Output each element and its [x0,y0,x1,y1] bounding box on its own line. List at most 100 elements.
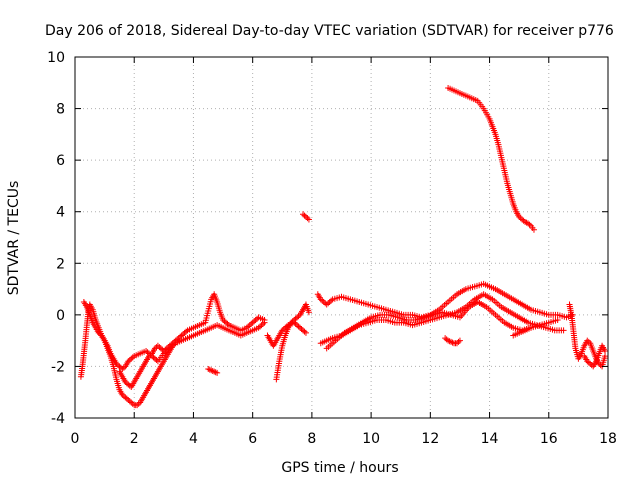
data-point [554,317,561,324]
data-point [151,345,158,352]
data-point [163,345,170,352]
data-point [146,353,153,360]
data-point [328,297,335,304]
data-point [120,364,127,371]
data-point [119,366,126,373]
data-point [171,338,178,345]
data-point [166,342,173,349]
data-point [205,366,212,373]
x-tick-label: 18 [599,431,617,447]
data-point [125,381,132,388]
data-point [516,213,523,220]
series-track-k [442,335,463,347]
data-point [123,395,130,402]
y-tick-label: 8 [56,102,65,118]
data-point [160,347,167,354]
y-tick-label: 2 [56,256,65,272]
data-point [302,213,309,220]
x-tick-label: 0 [71,431,80,447]
x-tick-label: 16 [540,431,558,447]
data-point [453,340,460,347]
data-point [528,324,535,331]
data-point [304,215,311,222]
data-point [325,300,332,307]
data-point [585,359,592,366]
data-point [175,335,182,342]
data-point [169,340,176,347]
data-point [245,323,252,330]
data-point [279,327,286,334]
x-tick-label: 4 [189,431,198,447]
data-point [283,323,290,330]
data-point [252,317,259,324]
y-axis-ticks: -4 -2 0 2 4 6 8 10 [47,50,608,427]
data-point [292,315,299,322]
data-point [522,219,529,226]
data-point [301,328,308,335]
data-point [243,324,250,331]
grid-lines [75,57,608,418]
series-track-e [273,301,312,383]
data-point [157,345,164,352]
data-point [150,354,157,361]
data-point [125,396,132,403]
x-tick-label: 12 [421,431,439,447]
data-point [120,393,127,400]
y-tick-label: -4 [51,411,65,427]
data-point [602,347,609,354]
data-point [305,309,312,316]
chart-title: Day 206 of 2018, Sidereal Day-to-day VTE… [45,23,614,39]
series-track-g [300,211,312,223]
data-point [183,328,190,335]
data-point [126,356,133,363]
data-point [144,349,151,356]
series-track-h [314,280,576,321]
data-point [125,358,132,365]
data-point [114,362,121,369]
data-point [251,318,258,325]
data-point [122,394,129,401]
y-axis-title: SDTVAR / TECUs [6,181,22,296]
data-point [134,402,141,409]
data-point [223,319,230,326]
data-point [221,318,228,325]
data-point [525,220,532,227]
series-track-m [510,324,535,339]
data-point [116,363,123,370]
data-point [291,319,298,326]
data-point [445,337,452,344]
data-point [305,216,312,223]
data-point [526,221,533,228]
data-point [126,398,133,405]
series-track-j [323,298,561,352]
data-point [449,339,456,346]
data-point [156,344,163,351]
data-point [301,212,308,219]
data-point [180,331,187,338]
data-point [154,342,161,349]
series-track-l [445,84,537,233]
x-tick-label: 2 [130,431,139,447]
data-points [77,84,609,409]
data-point [151,355,158,362]
data-point [294,314,301,321]
data-point [455,338,462,345]
data-point [255,324,262,331]
data-point [211,368,218,375]
data-point [123,380,130,387]
data-point [517,215,524,222]
data-point [174,336,181,343]
data-point [302,329,309,336]
data-point [119,391,126,398]
y-tick-label: -2 [51,359,65,375]
data-point [168,341,175,348]
data-point [292,320,299,327]
data-point [300,211,307,218]
data-point [129,354,136,361]
data-point [208,367,215,374]
data-point [530,226,537,233]
data-point [172,337,179,344]
data-point [295,323,302,330]
data-point [442,335,449,342]
